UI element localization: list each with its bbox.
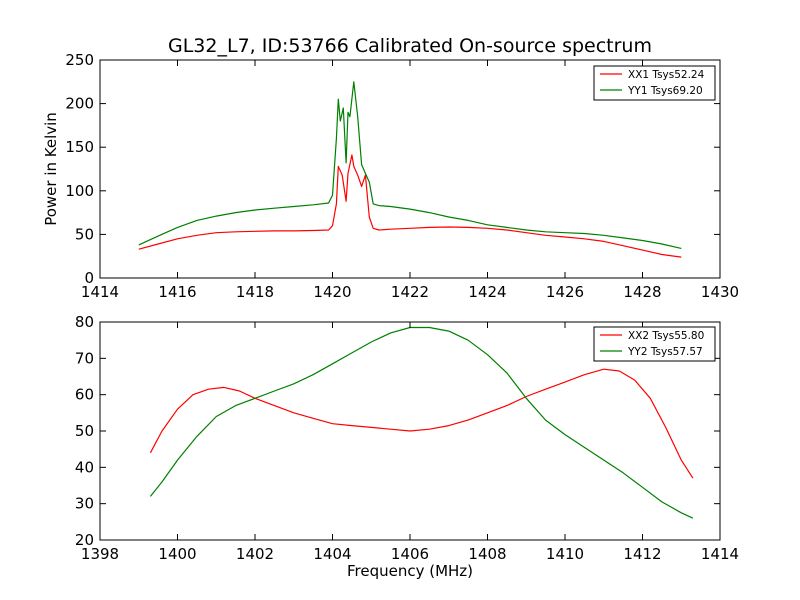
bottom-xlabel: Frequency (MHz) — [347, 562, 473, 580]
top-xtick-label: 1416 — [158, 283, 196, 301]
top-xtick-label: 1414 — [81, 283, 119, 301]
bottom-plot: 1398 1400 1402 1404 1406 1408 1410 1412 1414 20 30… — [75, 313, 739, 580]
top-xtick-label: 1420 — [313, 283, 351, 301]
bottom-xtick-label: 1408 — [468, 545, 506, 563]
top-xtick-label: 1430 — [701, 283, 739, 301]
bottom-legend-label-yy2: YY2 Tsys57.57 — [627, 346, 703, 358]
top-series-line-1 — [138, 154, 682, 258]
bottom-series-line-1 — [149, 368, 694, 479]
bottom-legend-label-xx2: XX2 Tsys55.80 — [628, 330, 704, 342]
bottom-xtick-label: 1400 — [158, 545, 196, 563]
top-ytick-label: 250 — [65, 51, 94, 69]
top-xtick-label: 1428 — [623, 283, 661, 301]
top-ytick-label: 0 — [84, 269, 94, 287]
bottom-ytick-label: 30 — [75, 495, 94, 513]
top-xtick-label: 1426 — [546, 283, 584, 301]
top-ytick-label: 100 — [65, 182, 94, 200]
top-xtick-label: 1418 — [236, 283, 274, 301]
top-legend-label-xx1: XX1 Tsys52.24 — [628, 69, 705, 81]
top-legend-box — [593, 65, 716, 101]
bottom-xtick-label: 1406 — [391, 545, 429, 563]
bottom-ytick-label: 50 — [75, 422, 94, 440]
top-series-line-2 — [138, 81, 682, 249]
top-legend: XX1 Tsys52.24 YY1 Tsys69.20 — [593, 65, 716, 101]
top-ytick-label: 200 — [65, 95, 94, 113]
chart-title: GL32_L7, ID:53766 Calibrated On-source s… — [168, 35, 652, 57]
bottom-xtick-label: 1412 — [623, 545, 661, 563]
bottom-ytick-label: 40 — [75, 458, 94, 476]
bottom-xtick-label: 1398 — [81, 545, 119, 563]
bottom-ytick-label: 70 — [75, 349, 94, 367]
top-xtick-label: 1422 — [391, 283, 429, 301]
bottom-legend-box — [593, 326, 716, 362]
bottom-xtick-label: 1410 — [546, 545, 584, 563]
bottom-series-line-2 — [149, 326, 694, 519]
bottom-xtick-label: 1404 — [313, 545, 351, 563]
bottom-ytick-label: 20 — [75, 531, 94, 549]
bottom-legend: XX2 Tsys55.80 YY2 Tsys57.57 — [593, 326, 716, 362]
bottom-xtick-label: 1414 — [701, 545, 739, 563]
bottom-ytick-label: 80 — [75, 313, 94, 331]
top-ytick-label: 50 — [75, 225, 94, 243]
top-xtick-label: 1424 — [468, 283, 506, 301]
top-ylabel: Power in Kelvin — [42, 112, 60, 226]
top-plot: 1414 1416 1418 1420 1422 1424 1426 1428 1430 0 50 1… — [42, 51, 739, 301]
top-ytick-label: 150 — [65, 138, 94, 156]
bottom-xtick-label: 1402 — [236, 545, 274, 563]
top-legend-label-yy1: YY1 Tsys69.20 — [627, 85, 703, 97]
bottom-ytick-label: 60 — [75, 386, 94, 404]
